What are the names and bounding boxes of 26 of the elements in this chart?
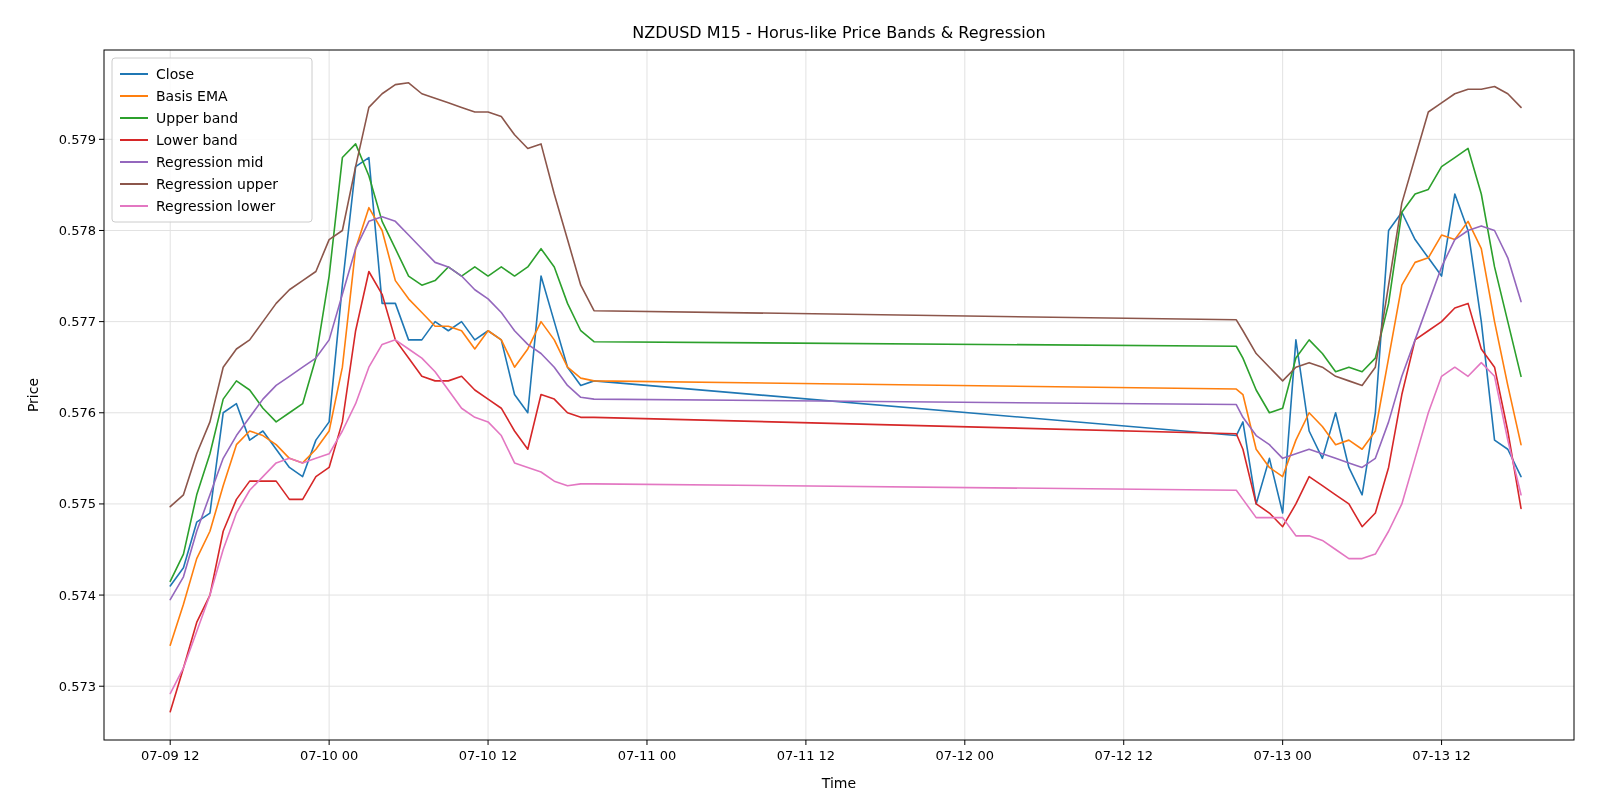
x-tick-label: 07-11 12 <box>776 748 836 763</box>
legend-label: Lower band <box>156 132 238 148</box>
legend-label: Basis EMA <box>156 88 229 104</box>
y-tick-label: 0.579 <box>58 131 96 147</box>
x-tick-label: 07-12 00 <box>935 748 995 763</box>
x-axis-title: Time <box>820 775 857 791</box>
y-tick-label: 0.574 <box>58 587 96 603</box>
x-tick-label: 07-10 12 <box>458 748 518 763</box>
chart-title: NZDUSD M15 - Horus-like Price Bands & Regression <box>632 23 1046 42</box>
legend-label: Upper band <box>156 110 239 126</box>
legend-label: Regression mid <box>156 154 264 170</box>
y-tick-label: 0.575 <box>58 496 96 512</box>
x-tick-label: 07-12 12 <box>1094 748 1153 763</box>
legend-label: Regression upper <box>156 176 279 192</box>
x-tick-label: 07-13 00 <box>1253 748 1312 763</box>
y-tick-label: 0.576 <box>58 405 96 421</box>
x-tick-label: 07-13 12 <box>1412 748 1471 763</box>
y-tick-label: 0.573 <box>58 678 96 694</box>
x-tick-label: 07-09 12 <box>140 748 200 763</box>
legend-label: Close <box>156 66 195 82</box>
y-axis-title: Price <box>25 377 41 413</box>
x-tick-label: 07-10 00 <box>299 748 359 763</box>
x-tick-label: 07-11 00 <box>617 748 677 763</box>
y-tick-label: 0.578 <box>58 222 96 238</box>
legend-label: Regression lower <box>156 198 276 214</box>
y-tick-label: 0.577 <box>58 314 96 330</box>
